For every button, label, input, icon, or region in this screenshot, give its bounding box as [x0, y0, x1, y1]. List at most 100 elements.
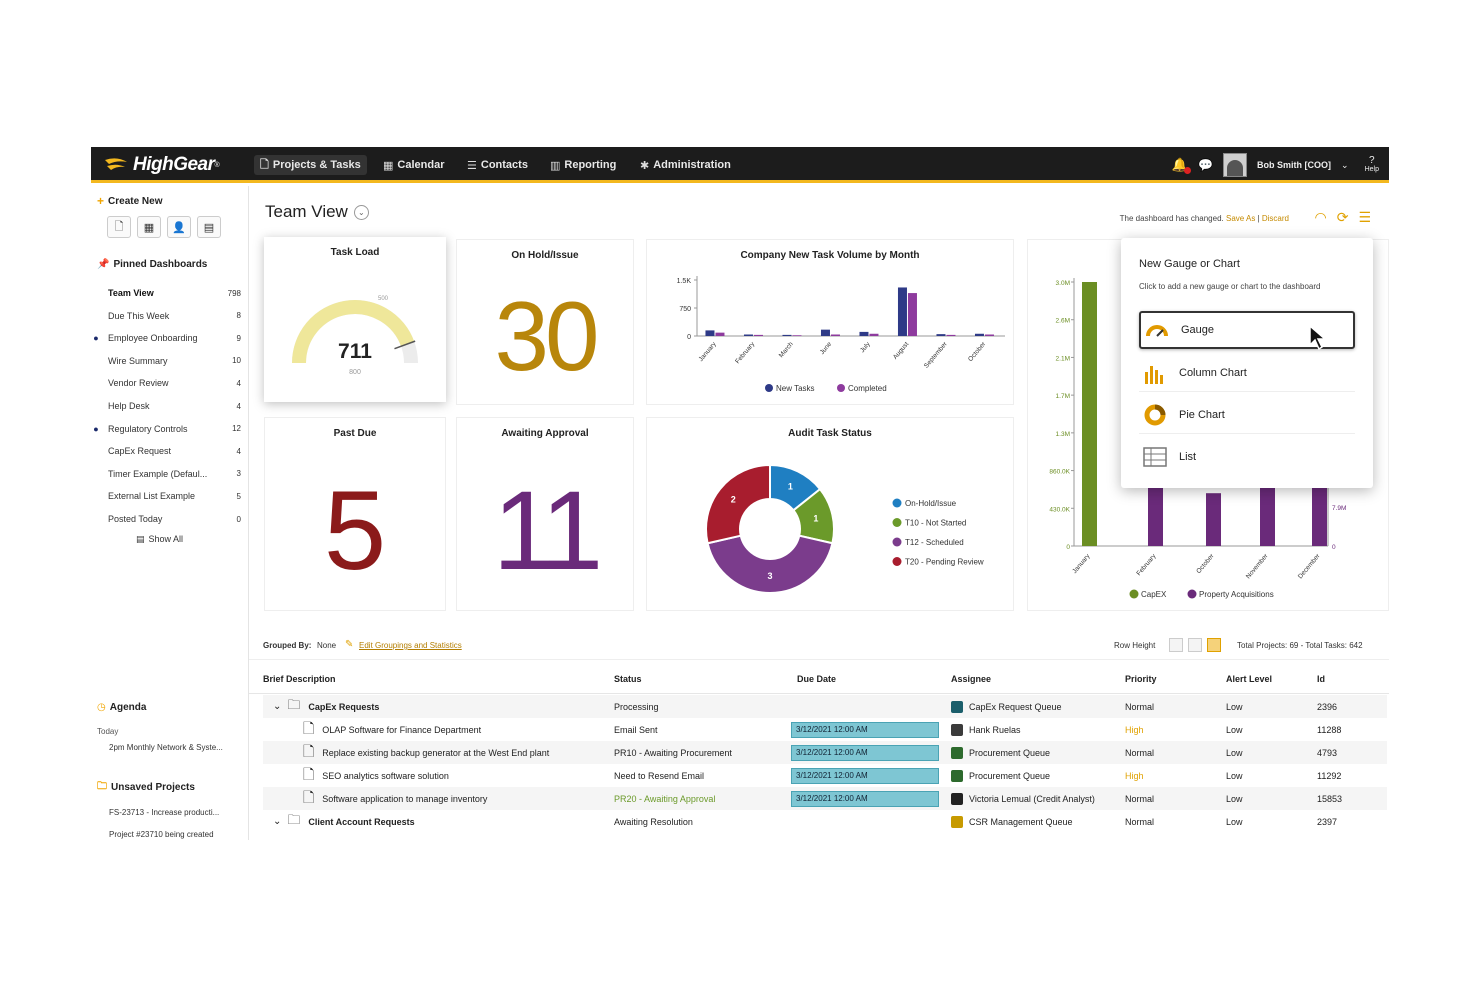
- unsaved-project-item[interactable]: Project #23710 being created: [109, 830, 214, 839]
- dashboard-changed-text: The dashboard has changed.: [1119, 214, 1224, 223]
- pinned-dashboard-item[interactable]: External List Example 5: [91, 489, 241, 503]
- column-header[interactable]: Id: [1317, 674, 1325, 684]
- refresh-icon[interactable]: ⟳: [1336, 209, 1349, 225]
- chevron-down-icon[interactable]: ⌄: [273, 701, 282, 712]
- assignee-cell[interactable]: Victoria Lemual (Credit Analyst): [951, 787, 1095, 810]
- assignee-cell[interactable]: Procurement Queue: [951, 741, 1050, 764]
- pinned-dashboard-item[interactable]: Timer Example (Defaul... 3: [91, 467, 241, 481]
- totals-text: Total Projects: 69 - Total Tasks: 642: [1237, 641, 1363, 650]
- table-row[interactable]: 🗋 Replace existing backup generator at th…: [263, 741, 1387, 764]
- new-report-button[interactable]: ▤: [197, 216, 221, 238]
- avatar[interactable]: [1223, 153, 1248, 177]
- pinned-dashboard-item[interactable]: Posted Today 0: [91, 512, 241, 526]
- nav-administration[interactable]: ✱ Administration: [634, 155, 737, 175]
- column-header[interactable]: Assignee: [951, 674, 992, 684]
- nav-reporting[interactable]: ▥ Reporting: [544, 155, 622, 175]
- new-project-button[interactable]: 🗋: [107, 216, 131, 238]
- clock-icon: ◷: [97, 702, 106, 713]
- assignee-cell[interactable]: Hank Ruelas: [951, 718, 1021, 741]
- on-hold-card[interactable]: On Hold/Issue 30: [456, 239, 634, 405]
- show-all-link[interactable]: ▤ Show All: [136, 534, 183, 545]
- group-row[interactable]: ⌄ 🗀 Client Account Requests Awaiting Resolu…: [263, 810, 1387, 833]
- pinned-dashboard-item[interactable]: Team View 798: [91, 286, 241, 300]
- calendar-icon: ▦: [143, 221, 155, 234]
- notifications-icon[interactable]: 🔔: [1172, 157, 1192, 174]
- row-height-medium-button[interactable]: [1188, 638, 1202, 652]
- legend-label: On-Hold/Issue: [905, 499, 957, 508]
- row-height-small-button[interactable]: [1169, 638, 1183, 652]
- column-header[interactable]: Due Date: [797, 674, 837, 684]
- discard-link[interactable]: Discard: [1261, 214, 1289, 223]
- due-date-badge: 3/12/2021 12:00 AM: [791, 790, 939, 807]
- list-view-icon[interactable]: ☰: [1358, 209, 1371, 225]
- pinned-dashboard-item[interactable]: Help Desk 4: [91, 399, 241, 413]
- edit-groupings-link[interactable]: Edit Groupings and Statistics: [359, 641, 462, 650]
- help-button[interactable]: ? Help: [1365, 156, 1379, 174]
- user-name[interactable]: Bob Smith [COO]: [1257, 160, 1332, 170]
- new-calendar-item-button[interactable]: ▦: [137, 216, 161, 238]
- description-cell[interactable]: 🗋 Replace existing backup generator at th…: [303, 741, 549, 764]
- pinned-dashboard-label: Wire Summary: [108, 355, 168, 366]
- pinned-dashboard-item[interactable]: ● Regulatory Controls 12: [91, 422, 241, 436]
- messages-icon[interactable]: 💬: [1198, 158, 1214, 172]
- pinned-dashboard-item[interactable]: Due This Week 8: [91, 309, 241, 323]
- list-option[interactable]: List: [1139, 438, 1355, 476]
- on-hold-title: On Hold/Issue: [511, 250, 579, 261]
- description-cell[interactable]: ⌄ 🗀 CapEx Requests: [273, 695, 379, 718]
- agenda-item[interactable]: 2pm Monthly Network & Syste...: [109, 743, 223, 752]
- past-due-card[interactable]: Past Due 5: [264, 417, 446, 611]
- task-volume-title: Company New Task Volume by Month: [740, 250, 920, 261]
- chevron-down-icon[interactable]: ⌄: [1341, 159, 1349, 170]
- save-as-link[interactable]: Save As: [1225, 214, 1256, 223]
- pinned-dashboard-label: Due This Week: [108, 310, 170, 321]
- pinned-dashboard-count: 4: [236, 446, 241, 456]
- y-tick-label: 1.3M: [1056, 431, 1070, 438]
- chevron-down-icon[interactable]: ⌄: [353, 204, 369, 220]
- bar: [705, 330, 715, 336]
- bar: [907, 293, 917, 336]
- gauge-option[interactable]: Gauge: [1139, 311, 1355, 349]
- nav-calendar[interactable]: ▦ Calendar: [377, 155, 450, 175]
- group-row[interactable]: ⌄ 🗀 CapEx Requests Processing CapEx Request …: [263, 695, 1387, 718]
- pinned-dashboard-item[interactable]: CapEx Request 4: [91, 444, 241, 458]
- column-header[interactable]: Brief Description: [263, 674, 336, 684]
- assignee-cell[interactable]: Procurement Queue: [951, 764, 1050, 787]
- assignee-cell[interactable]: CSR Management Queue: [951, 810, 1073, 833]
- alert-level-cell: Low: [1226, 816, 1243, 827]
- highgear-logo[interactable]: HighGear ®: [103, 153, 220, 177]
- table-row[interactable]: 🗋 SEO analytics software solution Need to …: [263, 764, 1387, 787]
- awaiting-approval-card[interactable]: Awaiting Approval 11: [456, 417, 634, 611]
- pinned-dashboard-item[interactable]: ● Employee Onboarding 9: [91, 331, 241, 345]
- legend-label: Property Acquisitions: [1199, 590, 1274, 599]
- chevron-down-icon[interactable]: ⌄: [273, 816, 282, 827]
- status-cell: Processing: [614, 701, 659, 712]
- assignee-name: Procurement Queue: [969, 770, 1051, 781]
- nav-contacts[interactable]: ☰ Contacts: [461, 155, 534, 175]
- column-header[interactable]: Status: [614, 674, 642, 684]
- pie-chart-option[interactable]: Pie Chart: [1139, 396, 1355, 434]
- grid-toolbar: Grouped By: None ✎ Edit Groupings and St…: [249, 630, 1389, 660]
- description-cell[interactable]: 🗋 Software application to manage inventor…: [303, 787, 487, 810]
- pinned-dashboard-item[interactable]: Wire Summary 10: [91, 354, 241, 368]
- pinned-dashboard-item[interactable]: Vendor Review 4: [91, 376, 241, 390]
- row-height-large-button[interactable]: [1207, 638, 1221, 652]
- gauge-icon[interactable]: ◠: [1314, 209, 1327, 225]
- pinned-dot-icon: ●: [93, 423, 99, 434]
- on-hold-value: 30: [494, 281, 599, 391]
- column-header[interactable]: Priority: [1125, 674, 1157, 684]
- column-chart-option[interactable]: Column Chart: [1139, 354, 1355, 392]
- task-volume-card[interactable]: Company New Task Volume by Month 1.5K 750…: [646, 239, 1014, 405]
- assignee-cell[interactable]: CapEx Request Queue: [951, 695, 1062, 718]
- description-cell[interactable]: 🗋 OLAP Software for Finance Department: [303, 718, 481, 741]
- task-load-card[interactable]: Task Load 711 800 500: [264, 237, 446, 402]
- table-row[interactable]: 🗋 OLAP Software for Finance Department Ema…: [263, 718, 1387, 741]
- unsaved-project-item[interactable]: FS-23713 - Increase producti...: [109, 808, 220, 817]
- audit-status-card[interactable]: Audit Task Status 1 1 3 2 On-Hold/Issue T10 -…: [646, 417, 1014, 611]
- new-contact-button[interactable]: 👤: [167, 216, 191, 238]
- description-cell[interactable]: 🗋 SEO analytics software solution: [303, 764, 449, 787]
- table-row[interactable]: 🗋 Software application to manage inventor…: [263, 787, 1387, 810]
- nav-projects-tasks[interactable]: 🗋 Projects & Tasks: [254, 155, 367, 175]
- description-cell[interactable]: ⌄ 🗀 Client Account Requests: [273, 810, 415, 833]
- y-tick-label: 1.7M: [1056, 393, 1070, 400]
- column-header[interactable]: Alert Level: [1226, 674, 1273, 684]
